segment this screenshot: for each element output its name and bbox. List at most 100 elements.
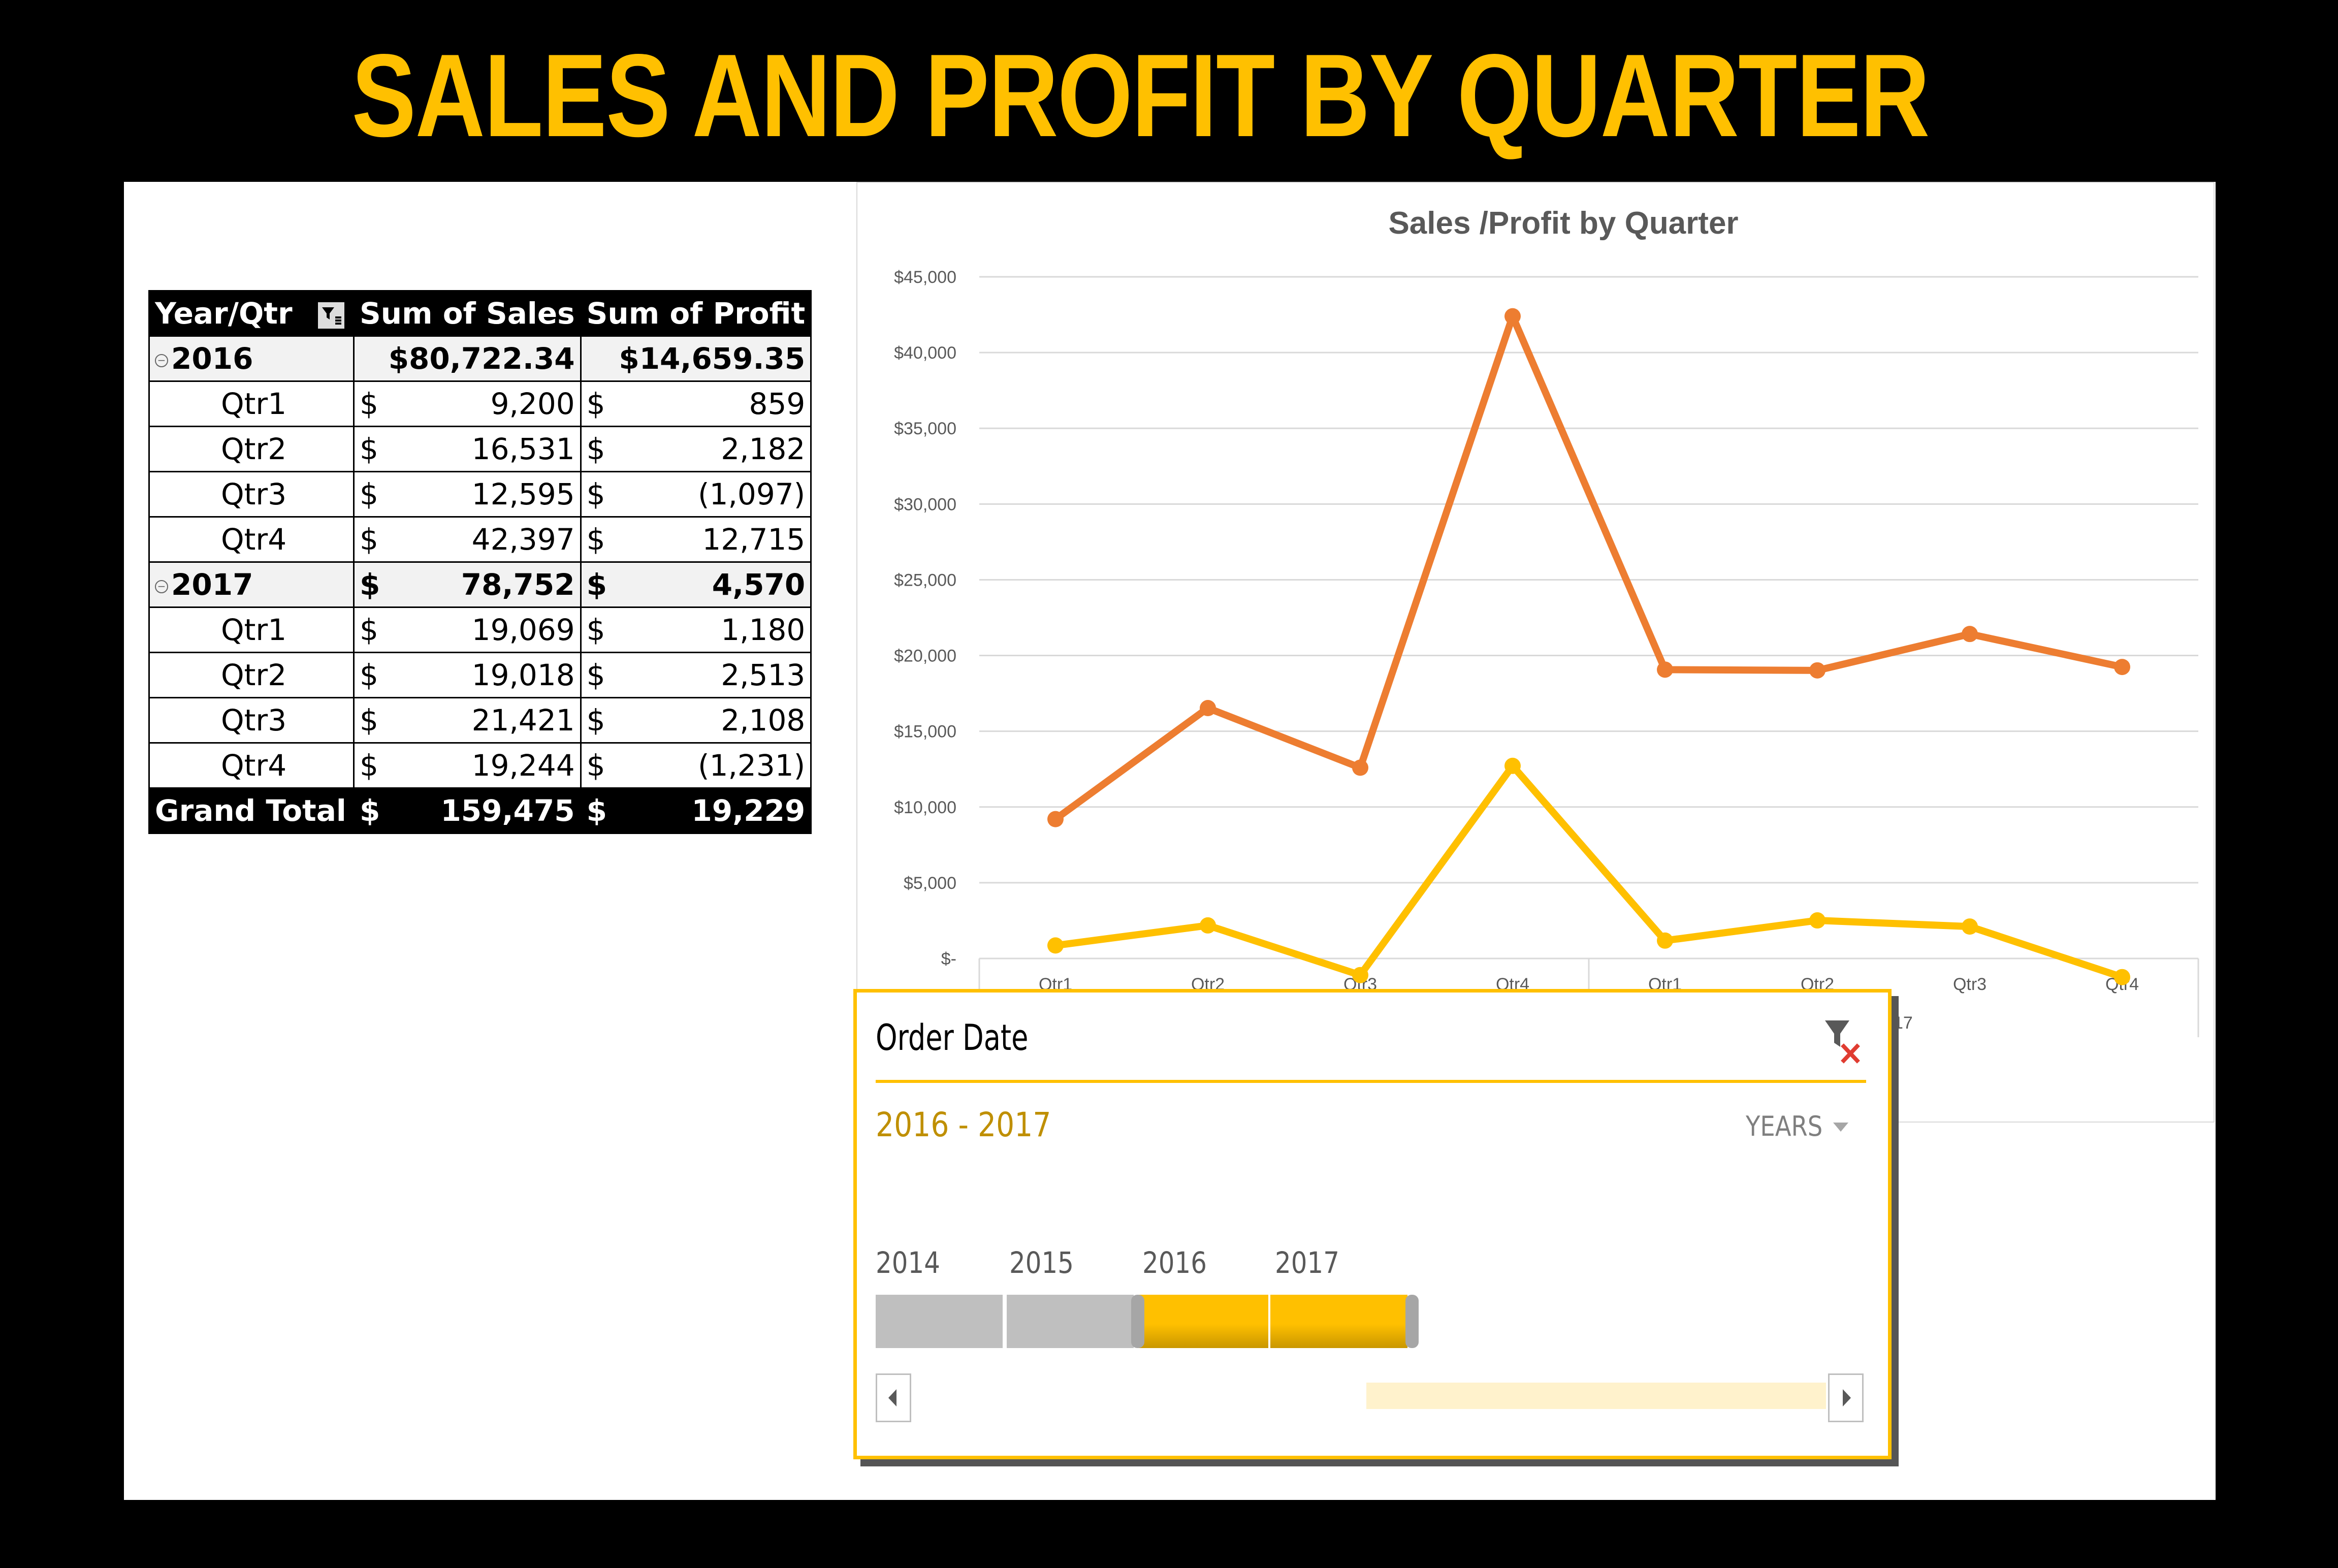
table-row[interactable]: Qtr4 $42,397 $12,715 (148, 516, 812, 563)
table-row[interactable]: Qtr2 $16,531 $2,182 (148, 426, 812, 472)
profit-cell[interactable]: $2,108 (580, 697, 812, 744)
currency-symbol: $ (586, 432, 605, 466)
profit-cell[interactable]: $2,513 (580, 652, 812, 698)
sales-value: 9,200 (490, 387, 575, 421)
year-profit-cell[interactable]: $4,570 (580, 561, 812, 608)
grand-total-profit-cell[interactable]: $19,229 (580, 787, 812, 834)
profit-cell[interactable]: $1,180 (580, 606, 812, 653)
chart-title: Sales /Profit by Quarter (1388, 206, 1738, 241)
y-tick-label: $- (941, 949, 956, 969)
sales-value: 42,397 (471, 522, 575, 557)
sales-value: 12,595 (471, 477, 575, 511)
currency-symbol: $ (360, 658, 378, 692)
timeline-scrollbar[interactable] (1366, 1383, 1826, 1409)
quarter-label[interactable]: Qtr4 (148, 516, 355, 563)
slicer-title: Order Date (876, 1017, 1029, 1059)
profit-cell[interactable]: $ (1,231) (580, 742, 812, 789)
profit-cell[interactable]: $12,715 (580, 516, 812, 563)
grand-total-row[interactable]: Grand Total $159,475 $19,229 (148, 787, 812, 834)
sum-of-profit-header[interactable]: Sum of Profit (580, 290, 812, 337)
sales-value: 21,421 (471, 703, 575, 738)
range-start-handle[interactable] (1131, 1295, 1144, 1348)
quarter-label[interactable]: Qtr2 (148, 426, 355, 472)
year-label-cell[interactable]: −2016 (148, 335, 355, 382)
year-label-cell[interactable]: −2017 (148, 561, 355, 608)
data-point (1657, 932, 1673, 949)
year-label-2014[interactable]: 2014 (876, 1245, 940, 1280)
series-line-2 (1052, 762, 2126, 981)
quarter-label[interactable]: Qtr4 (148, 742, 355, 789)
sales-value: 19,244 (471, 748, 575, 783)
page-title: SALES AND PROFIT BY QUARTER (351, 30, 1930, 162)
y-tick-label: $10,000 (894, 798, 956, 817)
sales-cell[interactable]: $19,018 (353, 652, 582, 698)
row-filter-icon[interactable] (317, 302, 344, 329)
range-end-handle[interactable] (1405, 1295, 1419, 1348)
collapse-icon[interactable]: − (155, 580, 168, 593)
y-tick-label: $25,000 (894, 570, 956, 590)
year-sales-cell[interactable]: $78,752 (353, 561, 582, 608)
chevron-left-icon (888, 1389, 896, 1406)
currency-symbol: $ (360, 703, 378, 738)
profit-value: (1,097) (697, 477, 806, 511)
y-tick-label: $40,000 (894, 343, 956, 363)
year-label-2015[interactable]: 2015 (1009, 1245, 1074, 1280)
quarter-label[interactable]: Qtr1 (148, 606, 355, 653)
table-row[interactable]: Qtr3 $21,421 $2,108 (148, 697, 812, 744)
collapse-icon[interactable]: − (155, 354, 168, 367)
y-tick-label: $35,000 (894, 419, 956, 438)
time-level-dropdown[interactable]: YEARS (1746, 1110, 1823, 1142)
sales-cell[interactable]: $16,531 (353, 426, 582, 472)
sales-cell[interactable]: $9,200 (353, 380, 582, 427)
currency-symbol: $ (360, 748, 378, 783)
grand-total-sales-cell[interactable]: $159,475 (353, 787, 582, 834)
table-row[interactable]: Qtr3 $12,595 $ (1,097) (148, 471, 812, 518)
quarter-label[interactable]: Qtr3 (148, 697, 355, 744)
sales-cell[interactable]: $12,595 (353, 471, 582, 518)
table-row[interactable]: Qtr1 $9,200 $859 (148, 380, 812, 427)
quarter-label[interactable]: Qtr1 (148, 380, 355, 427)
data-point (2114, 969, 2130, 985)
year-tile-2016[interactable] (1139, 1295, 1268, 1348)
year-tile-2017[interactable] (1270, 1295, 1407, 1348)
data-point (1809, 662, 1825, 679)
clear-filter-icon[interactable] (1822, 1015, 1863, 1066)
currency-symbol: $ (360, 477, 378, 511)
sales-value: 19,018 (471, 658, 575, 692)
year-tile-2015[interactable] (1007, 1295, 1134, 1348)
chevron-down-icon[interactable] (1833, 1123, 1848, 1132)
table-row[interactable]: Qtr2 $19,018 $2,513 (148, 652, 812, 698)
year-tile-2014[interactable] (876, 1295, 1003, 1348)
currency-symbol: $ (586, 477, 605, 511)
quarter-label[interactable]: Qtr3 (148, 471, 355, 518)
data-point (1047, 937, 1064, 954)
currency-symbol: $ (360, 793, 380, 828)
profit-cell[interactable]: $859 (580, 380, 812, 427)
profit-cell[interactable]: $2,182 (580, 426, 812, 472)
year-row-2017[interactable]: −2017 $78,752 $4,570 (148, 561, 812, 608)
year-sales-cell[interactable]: $80,722.34 (353, 335, 582, 382)
table-row[interactable]: Qtr4 $19,244 $ (1,231) (148, 742, 812, 789)
sum-of-sales-header[interactable]: Sum of Sales (353, 290, 582, 337)
quarter-label[interactable]: Qtr2 (148, 652, 355, 698)
profit-cell[interactable]: $ (1,097) (580, 471, 812, 518)
scroll-right-button[interactable] (1828, 1373, 1864, 1422)
sales-cell[interactable]: $21,421 (353, 697, 582, 744)
sales-cell[interactable]: $19,069 (353, 606, 582, 653)
sales-cell[interactable]: $42,397 (353, 516, 582, 563)
year-profit-cell[interactable]: $14,659.35 (580, 335, 812, 382)
currency-symbol: $ (586, 703, 605, 738)
row-label-header[interactable]: Year/Qtr (148, 290, 355, 337)
currency-symbol: $ (360, 613, 378, 647)
sales-cell[interactable]: $19,244 (353, 742, 582, 789)
year-row-2016[interactable]: −2016 $80,722.34 $14,659.35 (148, 335, 812, 382)
data-point (1809, 912, 1825, 929)
year-sales-value: 78,752 (461, 567, 575, 602)
order-date-timeline-slicer[interactable]: Order Date 2016 - 2017 YEARS 2014 2015 2… (853, 989, 1892, 1459)
year-label-2016[interactable]: 2016 (1142, 1245, 1207, 1280)
table-row[interactable]: Qtr1 $19,069 $1,180 (148, 606, 812, 653)
line-chart[interactable]: Sales /Profit by Quarter $- $5,000 $10,000 $… (856, 182, 2215, 1123)
data-point (1962, 626, 1978, 643)
year-label-2017[interactable]: 2017 (1275, 1245, 1339, 1280)
scroll-left-button[interactable] (876, 1373, 911, 1422)
